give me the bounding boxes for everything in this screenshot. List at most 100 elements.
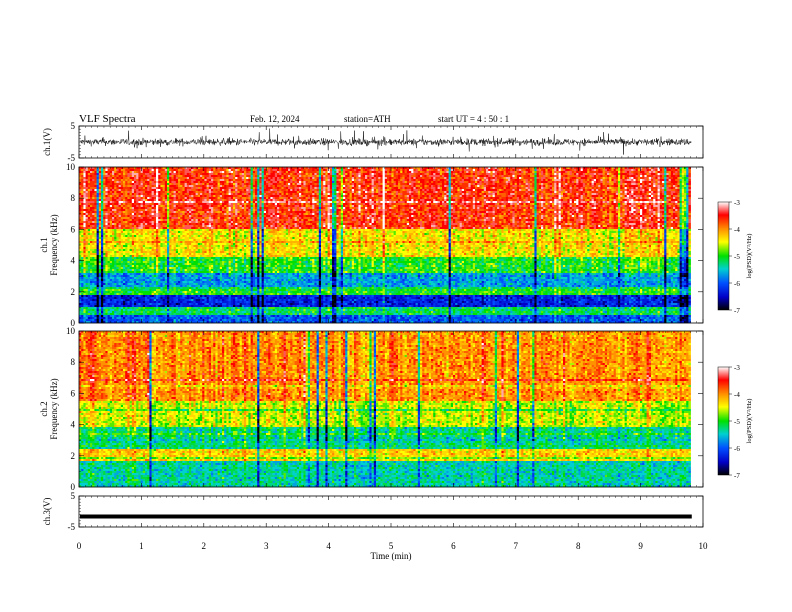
spectrogram-cell xyxy=(501,201,504,203)
spectrogram-cell xyxy=(581,193,584,195)
spectrogram-cell xyxy=(251,183,254,185)
spectrogram-cell xyxy=(572,201,575,203)
spectrogram-cell xyxy=(193,185,196,187)
spectrogram-cell xyxy=(554,181,557,183)
spectrogram-cell xyxy=(328,187,331,189)
spectrogram-cell xyxy=(605,177,608,179)
spectrogram-cell xyxy=(422,185,425,187)
spectrogram-cell xyxy=(237,173,240,175)
spectrogram-cell xyxy=(499,173,502,175)
spectrogram-cell xyxy=(611,187,614,189)
spectrogram-cell xyxy=(187,195,190,197)
spectrogram-cell xyxy=(444,181,447,183)
spectrogram-cell xyxy=(644,175,647,177)
spectrogram-cell xyxy=(255,177,258,179)
spectrogram-cell xyxy=(486,201,491,203)
spectrogram-cell xyxy=(391,201,394,203)
spectrogram-cell xyxy=(655,179,658,181)
spectrogram-cell xyxy=(204,197,207,199)
spectrogram-cell xyxy=(297,177,300,179)
spectrogram-cell xyxy=(422,203,425,205)
spectrogram-cell xyxy=(475,191,478,193)
spectrogram-cell xyxy=(119,197,122,199)
spectrogram-cell xyxy=(666,177,669,179)
spectrogram-cell xyxy=(336,197,339,199)
spectrogram-cell xyxy=(233,169,236,171)
spectrogram-cell xyxy=(237,189,242,191)
spectrogram-cell xyxy=(323,189,326,191)
spectrogram-cell xyxy=(517,169,520,171)
spectrogram-cell xyxy=(171,183,174,185)
spectrogram-cell xyxy=(488,181,491,183)
spectrogram-cell xyxy=(587,199,590,201)
spectrogram-cell xyxy=(308,187,311,189)
spectrogram-cell xyxy=(345,171,348,173)
spectrogram-cell xyxy=(312,185,315,187)
spectrogram-cell xyxy=(475,173,478,175)
spectrogram-cell xyxy=(114,173,117,175)
spectrogram-cell xyxy=(354,183,357,185)
spectrogram-cell xyxy=(321,171,324,173)
spectrogram-cell xyxy=(358,177,361,179)
spectrogram-cell xyxy=(466,177,469,179)
spectrogram-cell xyxy=(264,199,267,201)
spectrogram-cell xyxy=(336,171,339,173)
spectrogram-cell xyxy=(644,179,647,181)
spectrogram-cell xyxy=(372,193,375,195)
spectrogram-cell xyxy=(101,171,104,173)
spectrogram-cell xyxy=(427,187,432,189)
spectrogram-cell xyxy=(169,171,172,173)
spectrogram-cell xyxy=(556,205,559,207)
spectrogram-cell xyxy=(484,189,487,191)
spectrogram-cell xyxy=(83,207,86,209)
spectrogram-cell xyxy=(662,169,665,171)
spectrogram-cell xyxy=(570,197,573,199)
spectrogram-cell xyxy=(193,199,196,201)
spectrogram-cell xyxy=(394,195,397,197)
spectrogram-cell xyxy=(519,173,522,175)
spectrogram-cell xyxy=(345,195,348,197)
spectrogram-cell xyxy=(295,185,298,187)
spectrogram-cell xyxy=(292,193,295,195)
spectrogram-cell xyxy=(490,173,493,175)
spectrogram-cell xyxy=(394,189,397,191)
spectrogram-cell xyxy=(416,199,419,201)
spectrogram-cell xyxy=(482,201,485,203)
spectrogram-cell xyxy=(477,205,482,207)
spectrogram-cell xyxy=(301,185,304,187)
spectrogram-cell xyxy=(666,183,673,185)
spectrogram-cell xyxy=(141,183,144,185)
spectrogram-cell xyxy=(620,183,623,185)
spectrogram-cell xyxy=(488,185,497,187)
spectrogram-cell xyxy=(83,193,86,195)
spectrogram-cell xyxy=(519,179,522,181)
spectrogram-cell xyxy=(504,185,507,187)
spectrogram-cell xyxy=(99,203,102,205)
spectrogram-cell xyxy=(229,183,232,185)
spectrogram-cell xyxy=(198,183,201,185)
spectrogram-cell xyxy=(506,173,509,175)
spectrogram-cell xyxy=(475,183,478,185)
spectrogram-cell xyxy=(222,197,225,199)
spectrogram-cell xyxy=(614,193,617,195)
spectrogram-cell xyxy=(378,183,381,185)
spectrogram-cell xyxy=(446,193,449,195)
spectrogram-cell xyxy=(385,173,388,175)
spectrogram-cell xyxy=(336,199,339,201)
spectrogram-cell xyxy=(526,201,529,203)
spectrogram-cell xyxy=(345,189,348,191)
spectrogram-cell xyxy=(147,189,150,191)
spectrogram-cell xyxy=(545,183,548,185)
spectrogram-cell xyxy=(600,197,603,199)
spectrogram-cell xyxy=(125,169,130,171)
spectrogram-cell xyxy=(545,185,548,187)
spectrogram-cell xyxy=(471,193,474,195)
spectrogram-cell xyxy=(341,185,344,187)
spectrogram-cell xyxy=(647,197,650,199)
spectrogram-cell xyxy=(462,171,465,173)
spectrogram-cell xyxy=(134,171,137,173)
spectrogram-cell xyxy=(306,201,309,203)
spectrogram-cell xyxy=(314,175,317,177)
spectrogram-cell xyxy=(532,197,535,199)
spectrogram-cell xyxy=(369,191,372,193)
